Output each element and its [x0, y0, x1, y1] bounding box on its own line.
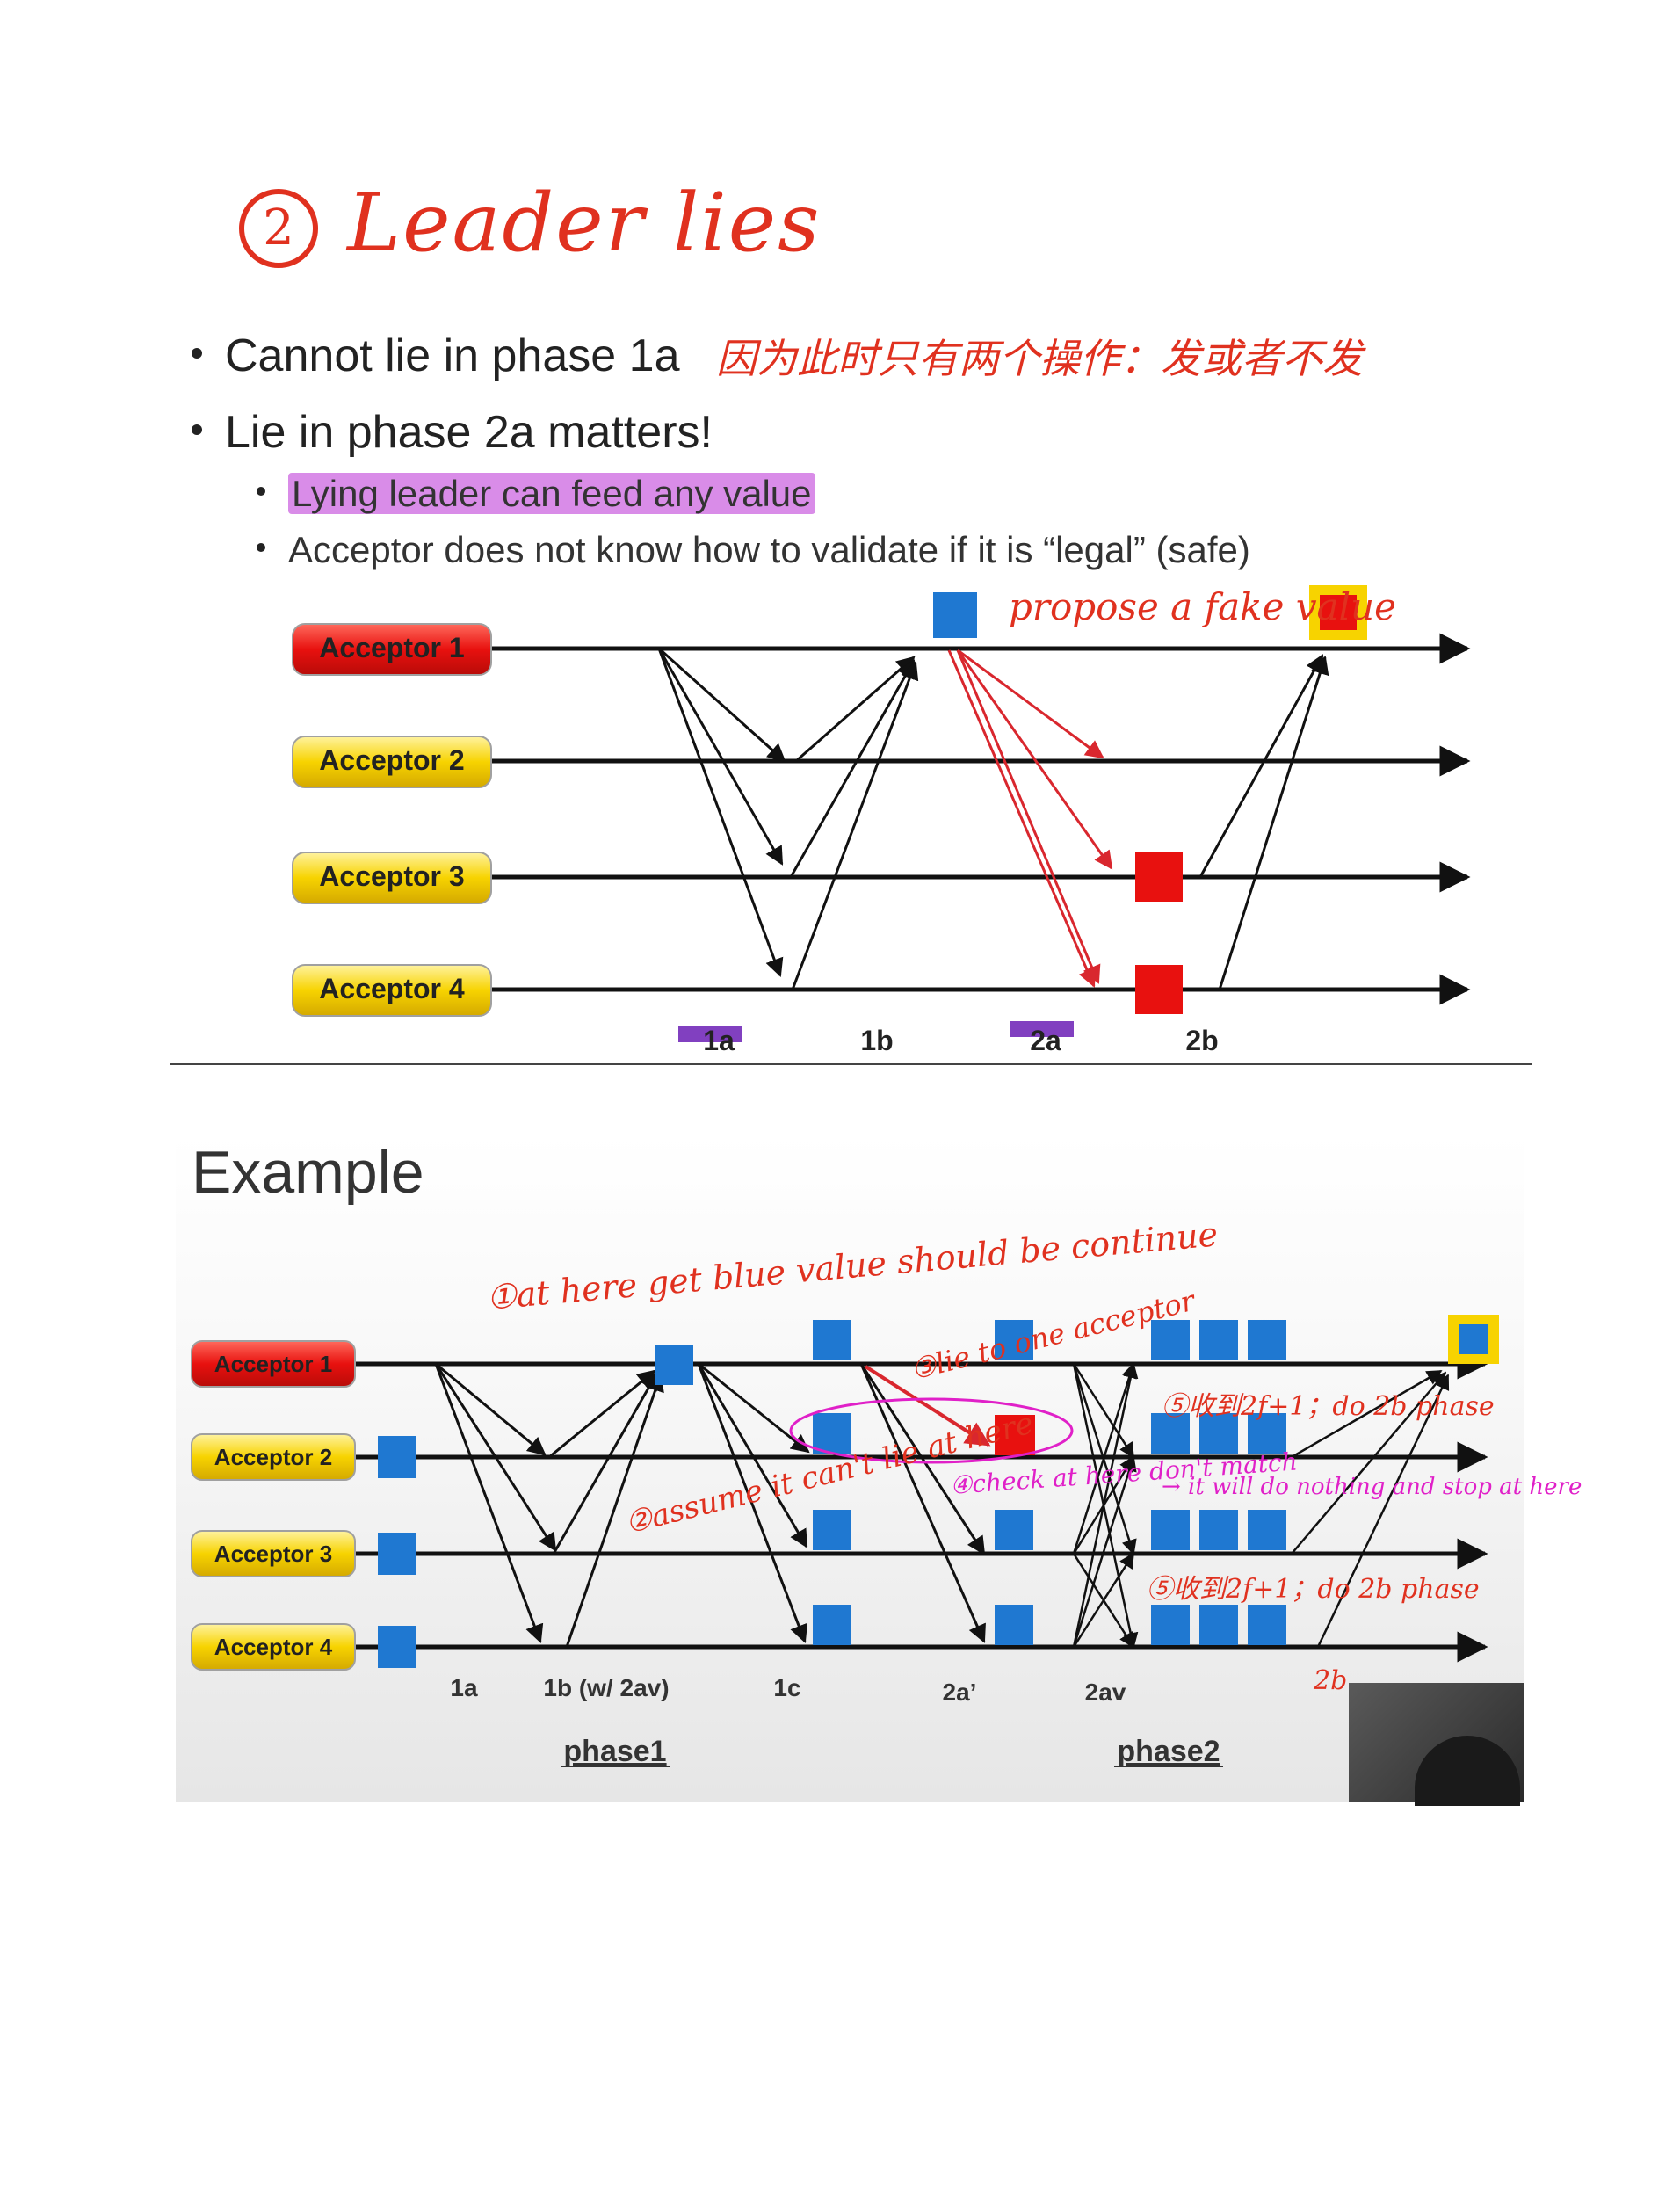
- acceptor-1-final-inner: [1320, 595, 1357, 630]
- acceptor-3-label: Acceptor 3: [319, 860, 464, 892]
- phase-label-2a: 2a: [1030, 1025, 1061, 1056]
- title-number-circle: 2: [239, 189, 318, 268]
- acceptor-3-pill: Acceptor 3: [292, 852, 492, 904]
- bullet-dot: [257, 542, 265, 552]
- ex-label-1b: 1b (w/ 2av): [543, 1674, 669, 1701]
- acceptor-3-fake-value-box: [1135, 852, 1183, 902]
- acceptor-1-label: Acceptor 1: [319, 632, 464, 663]
- note-chinese-two-ops: 因为此时只有两个操作：发或者不发: [716, 335, 1363, 382]
- ex-phase-2b-messages: [1291, 1369, 1450, 1648]
- phase-2a-fake-messages: [947, 649, 1113, 988]
- ex-phase1c-boxes: [813, 1320, 851, 1645]
- phase-2b-messages: [1198, 654, 1329, 990]
- bullet-dot: [192, 424, 202, 436]
- ex-acceptor-2-label: Acceptor 2: [214, 1444, 332, 1470]
- bullet-lie-phase-2a: Lie in phase 2a matters!: [192, 406, 713, 459]
- title-number: 2: [263, 199, 294, 257]
- ex-label-2a: 2a’: [943, 1679, 977, 1706]
- note-receive-2f1-bottom: ⑤收到2f+1；do 2b phase: [1147, 1574, 1480, 1605]
- ex-acceptor-4-pill: Acceptor 4: [191, 1623, 356, 1671]
- ex-phase-1b-messages: [548, 1369, 664, 1648]
- note-do-nothing: → it will do nothing and stop at here: [1162, 1474, 1582, 1500]
- bullet-dot: [192, 348, 202, 359]
- ex-fake-value-box: [995, 1415, 1035, 1455]
- ex-phase2a-boxes: [995, 1320, 1033, 1645]
- acceptor-1-pill: Acceptor 1: [292, 623, 492, 676]
- ex-fake-value-arrow: [864, 1365, 991, 1447]
- ex-phase-2a-messages: [859, 1363, 986, 1643]
- purple-mark-2a: [1010, 1021, 1074, 1037]
- ex-leader-box-phase1: [655, 1345, 693, 1385]
- ex-phase2-boxes: [1151, 1320, 1286, 1645]
- slide1-diagram: Acceptor 1 Acceptor 2 Acceptor 3 Accepto…: [292, 585, 1471, 1056]
- acceptor-2-label: Acceptor 2: [319, 744, 464, 776]
- section-divider: [170, 1063, 1532, 1065]
- bullet-cannot-lie: Cannot lie in phase 1a: [192, 330, 680, 382]
- phase-1b-messages: [789, 656, 919, 990]
- phase-label-1a: 1a: [703, 1025, 735, 1056]
- example-timelines: [351, 1348, 1488, 1663]
- acceptor-4-fake-value-box: [1135, 965, 1183, 1014]
- ex-final-box-inner: [1459, 1324, 1488, 1354]
- note-propose-fake-value: propose a fake value: [1009, 585, 1396, 628]
- acceptor-4-label: Acceptor 4: [319, 973, 465, 1004]
- ex-pink-circle: [789, 1397, 1074, 1464]
- ex-label-1c: 1c: [773, 1674, 800, 1701]
- note-receive-2f1-top: ⑤收到2f+1；do 2b phase: [1162, 1391, 1495, 1422]
- ex-section-phase2: phase2: [1117, 1735, 1220, 1768]
- example-title: Example: [192, 1139, 424, 1206]
- ex-label-2av: 2av: [1085, 1679, 1126, 1706]
- acceptor-2-pill: Acceptor 2: [292, 736, 492, 788]
- slide2-diagram: Acceptor 1 Acceptor 2 Acceptor 3 Accepto…: [191, 1215, 1582, 1768]
- ex-initial-value-boxes: [378, 1436, 416, 1668]
- ex-acceptor-4-label: Acceptor 4: [214, 1634, 333, 1660]
- timelines: [492, 633, 1471, 1005]
- ex-phase-1c-messages: [697, 1362, 810, 1643]
- ex-acceptor-1-label: Acceptor 1: [214, 1351, 332, 1377]
- bullet-dot: [257, 486, 265, 496]
- sub-bullet-lying-leader: Lying leader can feed any value: [257, 473, 815, 515]
- highlight-lying-leader: Lying leader can feed any value: [288, 473, 815, 514]
- purple-mark-1a: [678, 1026, 742, 1042]
- phase-label-1b: 1b: [860, 1025, 893, 1056]
- ex-acceptor-3-pill: Acceptor 3: [191, 1530, 356, 1577]
- note-2b: 2b: [1313, 1665, 1347, 1696]
- acceptor-4-pill: Acceptor 4: [292, 964, 492, 1017]
- ex-phase-2av-messages: [1072, 1362, 1139, 1649]
- sub-bullet-acceptor-validate: Acceptor does not know how to validate i…: [257, 529, 1250, 571]
- ex-phase-1a-messages: [434, 1362, 557, 1643]
- ex-acceptor-3-label: Acceptor 3: [214, 1541, 332, 1567]
- ex-label-1a: 1a: [450, 1674, 478, 1701]
- ex-acceptor-2-pill: Acceptor 2: [191, 1433, 356, 1481]
- ex-acceptor-1-pill: Acceptor 1: [191, 1340, 356, 1388]
- phase-1a-messages: [657, 647, 786, 977]
- leader-proposal-box: [933, 592, 977, 638]
- page-title: Leader lies: [347, 176, 822, 270]
- phase-label-2b: 2b: [1185, 1025, 1218, 1056]
- ex-section-phase1: phase1: [563, 1735, 666, 1768]
- note-at-here-blue: ①at here get blue value should be contin…: [485, 1215, 1220, 1317]
